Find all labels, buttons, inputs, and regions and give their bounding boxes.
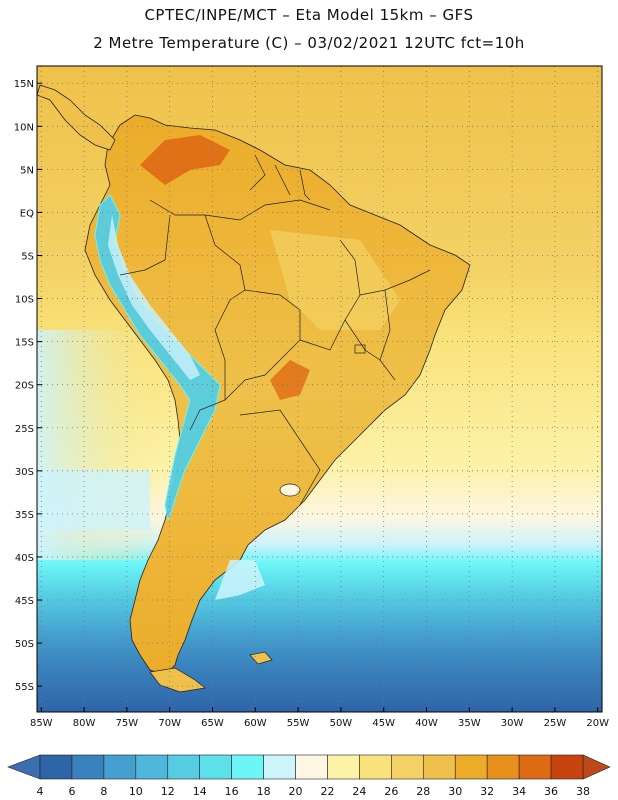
colorbar-label: 32 <box>480 785 494 798</box>
colorbar-low-arrow <box>7 754 41 780</box>
longitude-tick-label: 30W <box>501 718 524 729</box>
temperature-colorbar: 4 6 8 10 12 14 16 18 20 22 24 26 28 30 32 34 36 38 <box>7 754 611 798</box>
longitude-tick-label: 60W <box>244 718 267 729</box>
longitude-tick-label: 50W <box>330 718 353 729</box>
hot-core-north <box>140 135 230 185</box>
longitude-tick-label: 65W <box>201 718 224 729</box>
colorbar-label: 14 <box>193 785 207 798</box>
colorbar-label: 18 <box>257 785 271 798</box>
latitude-tick-label: 40S <box>15 553 34 564</box>
colorbar-swatch <box>135 754 169 780</box>
latitude-tick-label: 5N <box>20 165 34 176</box>
colorbar-swatch <box>295 754 328 780</box>
colorbar-swatch <box>39 754 73 780</box>
longitude-tick-label: 35W <box>458 718 481 729</box>
colorbar-swatch <box>359 754 392 780</box>
colorbar-label: 16 <box>225 785 239 798</box>
latitude-tick-label: 10S <box>15 295 34 306</box>
colorbar-label: 22 <box>320 785 334 798</box>
colorbar-swatch <box>71 754 105 780</box>
map-title-line-2: 2 Metre Temperature (C) – 03/02/2021 12U… <box>93 34 525 52</box>
latitude-tick-label: 5S <box>21 251 34 262</box>
andes-highest-strip <box>108 215 200 380</box>
colorbar-label: 36 <box>544 785 558 798</box>
colorbar-swatch <box>518 754 552 780</box>
latitude-tick-label: 20S <box>15 381 34 392</box>
colorbar-high-arrow <box>582 754 611 780</box>
country-borders <box>119 154 431 506</box>
latitude-tick-label: 25S <box>15 424 34 435</box>
longitude-tick-label: 75W <box>116 718 139 729</box>
colorbar-swatch <box>486 754 520 780</box>
colorbar-swatch <box>231 754 264 780</box>
longitude-tick-label: 80W <box>73 718 96 729</box>
longitude-axis: 85W 80W 75W 70W 65W 60W 55W 50W 45W 40W 35W 30W 25W 2… <box>30 707 609 729</box>
colorbar-swatch <box>550 754 584 780</box>
colorbar-label: 10 <box>129 785 143 798</box>
colorbar-swatch <box>422 754 456 780</box>
patagonia-cool <box>215 560 265 600</box>
colorbar-label: 30 <box>448 785 462 798</box>
colorbar-label: 34 <box>512 785 526 798</box>
colorbar-label: 4 <box>37 785 44 798</box>
colorbar-swatch <box>327 754 360 780</box>
latitude-tick-label: 35S <box>15 510 34 521</box>
latitude-tick-label: 15N <box>14 79 34 90</box>
longitude-tick-label: 55W <box>287 718 310 729</box>
latitude-tick-label: 45S <box>15 596 34 607</box>
longitude-tick-label: 70W <box>158 718 181 729</box>
lake-icon <box>354 344 366 354</box>
colorbar-label: 6 <box>68 785 75 798</box>
lake-icon <box>279 483 301 497</box>
tierra-del-fuego <box>149 667 206 693</box>
plot-area <box>37 66 602 712</box>
latitude-tick-label: EQ <box>20 208 34 219</box>
latitude-tick-label: 30S <box>15 467 34 478</box>
longitude-tick-label: 85W <box>30 718 53 729</box>
longitude-tick-label: 45W <box>372 718 395 729</box>
latitude-tick-label: 55S <box>15 682 34 693</box>
latitude-tick-label: 10N <box>14 122 34 133</box>
plot-frame <box>36 65 603 713</box>
colorbar-label: 26 <box>384 785 398 798</box>
latitude-tick-label: 15S <box>15 338 34 349</box>
map-title-line-1: CPTEC/INPE/MCT – Eta Model 15km – GFS <box>144 6 474 24</box>
colorbar-label: 28 <box>416 785 430 798</box>
latitude-tick-label: 50S <box>15 639 34 650</box>
colorbar-label: 24 <box>352 785 366 798</box>
colorbar-label: 38 <box>576 785 590 798</box>
latitude-axis: 15N 10N 5N EQ 5S 10S 15S 20S 25S 30S 35S 40S 45S 50S 5… <box>14 79 42 693</box>
colorbar-swatch <box>454 754 488 780</box>
colorbar-swatch <box>391 754 424 780</box>
central-america-land <box>37 84 116 151</box>
hot-core-center <box>270 360 310 400</box>
longitude-tick-label: 40W <box>415 718 438 729</box>
colorbar-swatch <box>103 754 137 780</box>
graticule <box>37 66 602 712</box>
pacific-cool-patch <box>37 470 150 530</box>
mild-interior <box>270 230 400 330</box>
colorbar-swatch <box>199 754 232 780</box>
colorbar-label: 8 <box>100 785 107 798</box>
longitude-tick-label: 25W <box>544 718 567 729</box>
colorbar-label: 12 <box>161 785 175 798</box>
colorbar-swatch <box>263 754 296 780</box>
colorbar-swatch <box>167 754 201 780</box>
colorbar-label: 20 <box>289 785 303 798</box>
longitude-tick-label: 20W <box>586 718 609 729</box>
